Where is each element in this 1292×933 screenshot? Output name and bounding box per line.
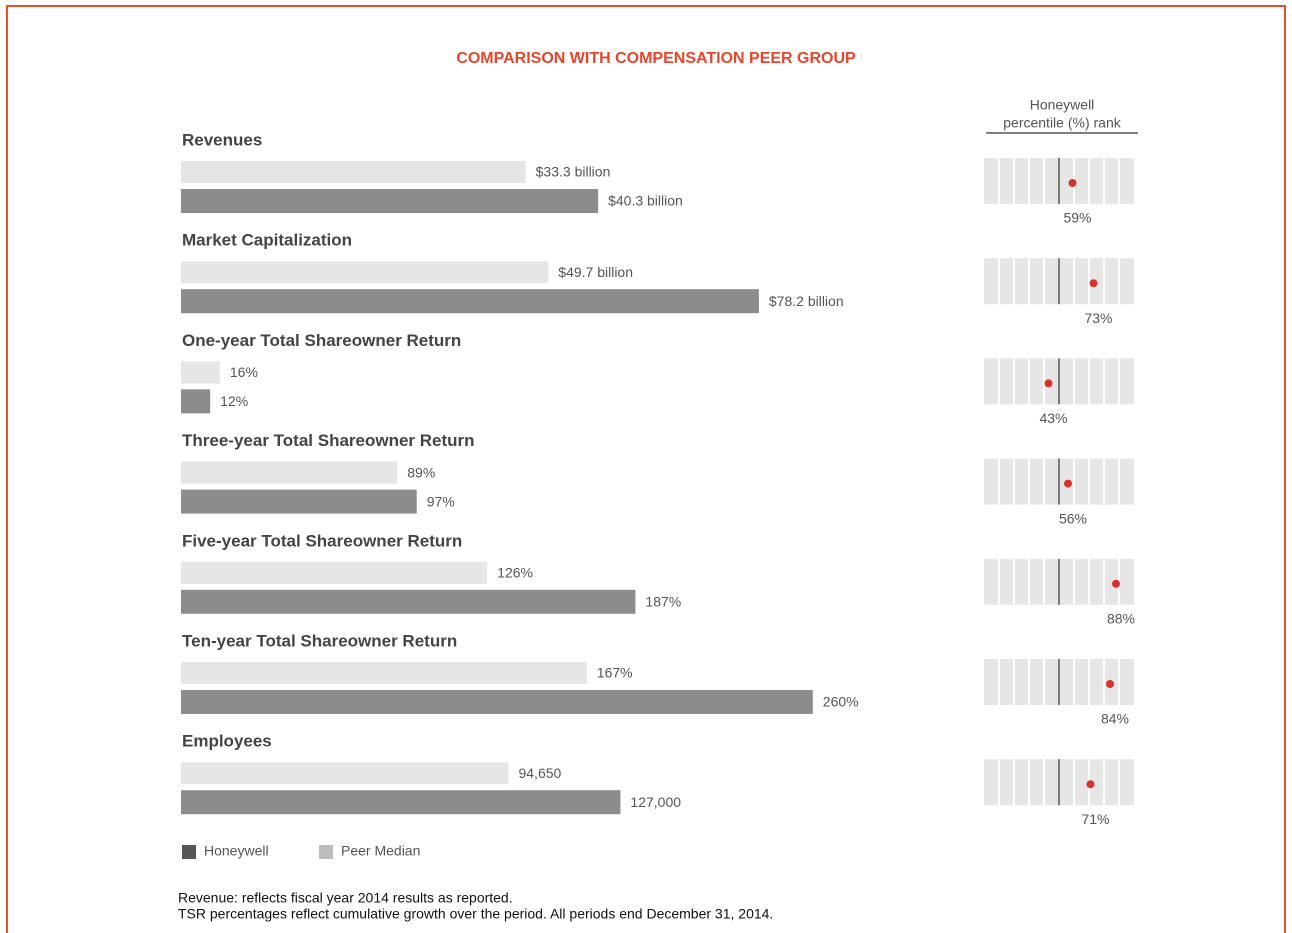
honeywell-bar <box>181 489 417 514</box>
percentile-label: 59% <box>1063 210 1091 226</box>
frame <box>6 5 1286 933</box>
metric-name: Ten-year Total Shareowner Return <box>182 631 457 650</box>
peer-bar <box>181 662 587 684</box>
honeywell-bar <box>181 589 636 614</box>
percentile-label: 43% <box>1039 410 1067 426</box>
percentile-dot <box>1106 680 1114 688</box>
peer-bar <box>181 461 398 484</box>
percentile-label: 56% <box>1059 510 1087 526</box>
honeywell-bar <box>181 690 813 714</box>
peer-label: 89% <box>407 464 435 480</box>
peer-label: $33.3 billion <box>536 164 611 180</box>
note: Revenue: reflects fiscal year 2014 resul… <box>178 890 513 906</box>
peer-bar <box>181 161 526 183</box>
honeywell-label: 12% <box>220 393 248 409</box>
note: TSR percentages reflect cumulative growt… <box>178 906 773 922</box>
honeywell-bar <box>181 389 211 414</box>
legend-label: Peer Median <box>341 843 420 859</box>
title: COMPARISON WITH COMPENSATION PEER GROUP <box>456 50 856 67</box>
metric-name: Revenues <box>182 130 262 149</box>
percentile-dot <box>1044 379 1053 388</box>
percentile-dot <box>1086 780 1095 789</box>
legend-label: Honeywell <box>204 843 269 859</box>
peer-bar <box>181 561 488 584</box>
metric-name: Employees <box>182 732 272 751</box>
percentile-label: 88% <box>1107 611 1135 627</box>
percentile-label: 84% <box>1101 711 1129 727</box>
honeywell-label: 260% <box>823 694 859 710</box>
peer-label: $49.7 billion <box>558 264 633 280</box>
percentile-label: 73% <box>1084 310 1112 326</box>
peer-label: 167% <box>597 665 633 681</box>
peer-label: 126% <box>497 565 533 581</box>
metric-name: Five-year Total Shareowner Return <box>182 531 462 550</box>
honeywell-label: 97% <box>427 493 455 509</box>
peer-label: 94,650 <box>518 765 561 781</box>
honeywell-bar <box>181 189 599 213</box>
peer-label: 16% <box>230 364 258 380</box>
metric-name: Market Capitalization <box>182 231 352 250</box>
honeywell-label: 187% <box>645 594 681 610</box>
peer-bar <box>181 261 549 284</box>
percentile-dot <box>1068 179 1077 187</box>
rank-header: percentile (%) rank <box>1003 115 1121 131</box>
percentile-dot <box>1089 279 1098 288</box>
percentile-dot <box>1064 479 1072 488</box>
legend-swatch <box>319 845 333 859</box>
metric-name: Three-year Total Shareowner Return <box>182 431 475 450</box>
honeywell-label: $78.2 billion <box>769 293 844 309</box>
honeywell-label: 127,000 <box>630 794 681 810</box>
percentile-label: 71% <box>1081 811 1109 827</box>
peer-bar <box>181 762 509 785</box>
honeywell-bar <box>181 289 759 314</box>
honeywell-bar <box>181 790 621 815</box>
percentile-dot <box>1112 579 1120 588</box>
peer-bar <box>181 361 220 384</box>
legend-swatch <box>182 845 196 859</box>
rank-header: Honeywell <box>1030 97 1095 113</box>
metric-name: One-year Total Shareowner Return <box>182 331 461 350</box>
honeywell-label: $40.3 billion <box>608 193 683 209</box>
